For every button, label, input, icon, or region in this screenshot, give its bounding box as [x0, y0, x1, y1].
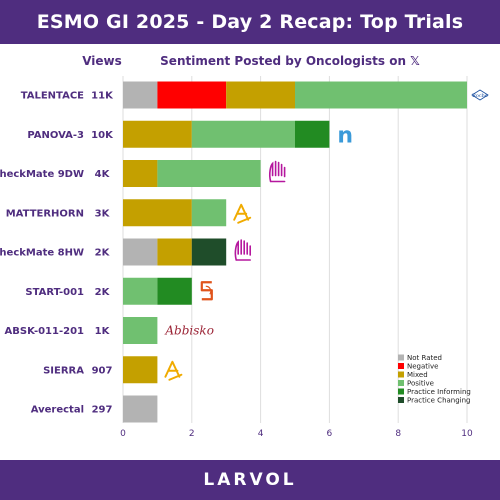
- x-tick-label: 8: [395, 429, 401, 439]
- bar-segment: [157, 160, 261, 187]
- row-label: ABSK-011-201: [5, 326, 85, 337]
- row-label: CheckMate 9DW: [0, 169, 84, 180]
- row-label: TALENTACE: [21, 91, 84, 102]
- bar-segment: [123, 356, 158, 384]
- bms-hand-logo: [234, 239, 251, 261]
- header-banner: ESMO GI 2025 - Day 2 Recap: Top Trials: [0, 0, 500, 44]
- x-tick-label: 0: [120, 429, 126, 439]
- bar-segment: [123, 120, 192, 148]
- sentiment-chart: Views Sentiment Posted by Oncologists on …: [0, 54, 489, 439]
- page-title: ESMO GI 2025 - Day 2 Recap: Top Trials: [36, 11, 464, 33]
- legend-label: Negative: [407, 363, 438, 371]
- row-label: Averectal: [31, 405, 84, 416]
- astrazeneca-logo: [164, 360, 183, 381]
- row-views: 1K: [95, 326, 111, 337]
- row-label: START-001: [25, 287, 84, 298]
- bar-segment: [191, 120, 295, 148]
- x-tick-label: 6: [327, 429, 333, 439]
- bar-segment: [123, 81, 158, 109]
- legend-swatch: [398, 397, 404, 403]
- legend-label: Not Rated: [407, 354, 442, 362]
- legend-label: Mixed: [407, 371, 428, 379]
- bar-segment: [123, 317, 158, 344]
- row-views: 11K: [91, 91, 114, 102]
- chart-title: Sentiment Posted by Oncologists on 𝕏: [160, 54, 420, 68]
- row-label: SIERRA: [43, 365, 84, 376]
- svg-text:Roche: Roche: [472, 93, 488, 99]
- legend-label: Positive: [407, 380, 434, 388]
- abbisko-logo: Abbisko: [164, 324, 214, 338]
- bar-segment: [157, 81, 227, 109]
- novocure-logo: n: [337, 123, 353, 148]
- bar-segment: [123, 160, 158, 187]
- legend-label: Practice Changing: [407, 397, 471, 405]
- bar-segment: [295, 120, 330, 148]
- row-label: MATTERHORN: [6, 208, 84, 219]
- legend-swatch: [398, 388, 404, 395]
- bar-segment: [123, 395, 158, 423]
- legend-swatch: [398, 354, 404, 361]
- bar-segment: [123, 199, 192, 227]
- row-views: 3K: [95, 208, 111, 219]
- svg-text:n: n: [337, 123, 353, 148]
- start-logo: [200, 281, 213, 301]
- row-label: PANOVA-3: [27, 130, 84, 141]
- legend-swatch: [398, 371, 404, 378]
- legend-swatch: [398, 363, 404, 369]
- row-views: 907: [92, 365, 113, 376]
- bar-segment: [157, 238, 192, 266]
- roche-logo: Roche: [471, 89, 489, 101]
- x-tick-label: 2: [189, 429, 195, 439]
- bms-hand-logo: [268, 160, 286, 183]
- row-views: 2K: [95, 248, 111, 259]
- legend-swatch: [398, 380, 404, 386]
- larvol-brand: LARVOL: [203, 470, 297, 490]
- bar-segment: [191, 199, 227, 227]
- x-tick-label: 4: [258, 429, 264, 439]
- views-header: Views: [82, 54, 122, 68]
- bar-segment: [157, 277, 192, 305]
- legend-label: Practice Informing: [407, 388, 471, 396]
- row-label: CheckMate 8HW: [0, 248, 84, 259]
- bar-segment: [295, 81, 467, 109]
- row-views: 10K: [91, 130, 114, 141]
- bar-segment: [191, 238, 227, 266]
- svg-text:Abbisko: Abbisko: [164, 324, 214, 338]
- row-views: 297: [92, 405, 113, 416]
- row-views: 4K: [95, 169, 111, 180]
- row-views: 2K: [95, 287, 111, 298]
- bar-segment: [123, 238, 158, 266]
- footer-banner: LARVOL: [0, 460, 500, 500]
- bar-segment: [123, 277, 158, 305]
- x-tick-label: 10: [461, 429, 473, 439]
- bar-segment: [226, 81, 295, 109]
- astrazeneca-logo: [233, 203, 252, 224]
